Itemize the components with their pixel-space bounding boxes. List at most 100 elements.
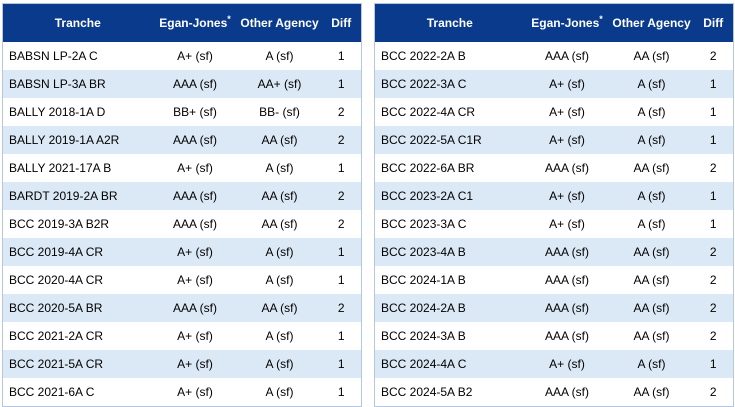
egan-jones-rating-cell: AAA (sf) [524,42,610,70]
other-agency-rating-cell: AA (sf) [609,322,694,350]
header-diff: Diff [693,3,734,42]
other-agency-rating-cell: AA (sf) [609,294,694,322]
table-row: BCC 2020-5A BR AAA (sf) AA (sf) 2 [2,294,362,322]
tranche-cell: BCC 2019-3A B2R [2,210,153,238]
tranche-cell: BCC 2019-4A CR [2,238,153,266]
header-row: Tranche Egan-Jones* Other Agency Diff [374,3,734,42]
tranche-cell: BCC 2022-3A C [374,70,525,98]
diff-cell: 1 [693,126,734,154]
egan-jones-rating-cell: AAA (sf) [524,378,610,407]
other-agency-rating-cell: A (sf) [237,350,322,378]
diff-cell: 2 [321,98,362,126]
other-agency-rating-cell: AA (sf) [609,266,694,294]
egan-jones-rating-cell: A+ (sf) [152,266,238,294]
tranche-cell: BCC 2023-3A C [374,210,525,238]
tranche-cell: BCC 2024-1A B [374,266,525,294]
tranche-cell: BABSN LP-2A C [2,42,153,70]
tranche-cell: BCC 2021-5A CR [2,350,153,378]
other-agency-rating-cell: A (sf) [609,98,694,126]
header-tranche: Tranche [374,3,525,42]
diff-cell: 1 [321,322,362,350]
table-row: BCC 2023-4A B AAA (sf) AA (sf) 2 [374,238,734,266]
table-row: BARDT 2019-2A BR AAA (sf) AA (sf) 2 [2,182,362,210]
diff-cell: 1 [693,350,734,378]
egan-jones-rating-cell: A+ (sf) [152,154,238,182]
table-row: BCC 2023-3A C A+ (sf) A (sf) 1 [374,210,734,238]
diff-cell: 1 [693,182,734,210]
diff-cell: 2 [321,126,362,154]
egan-jones-rating-cell: AAA (sf) [524,238,610,266]
table-row: BALLY 2018-1A D BB+ (sf) BB- (sf) 2 [2,98,362,126]
egan-jones-rating-cell: AAA (sf) [524,266,610,294]
diff-cell: 2 [693,378,734,407]
other-agency-rating-cell: A (sf) [237,42,322,70]
tranche-cell: BCC 2021-6A C [2,378,153,407]
tranche-cell: BALLY 2018-1A D [2,98,153,126]
table-row: BCC 2019-4A CR A+ (sf) A (sf) 1 [2,238,362,266]
tranche-cell: BCC 2024-2A B [374,294,525,322]
tranche-cell: BCC 2023-2A C1 [374,182,525,210]
table-row: BCC 2019-3A B2R AAA (sf) AA (sf) 2 [2,210,362,238]
egan-jones-rating-cell: AAA (sf) [524,294,610,322]
other-agency-rating-cell: A (sf) [609,70,694,98]
diff-cell: 2 [693,294,734,322]
egan-jones-rating-cell: A+ (sf) [152,42,238,70]
egan-jones-rating-cell: A+ (sf) [152,322,238,350]
diff-cell: 2 [693,266,734,294]
table-row: BCC 2024-3A B AAA (sf) AA (sf) 2 [374,322,734,350]
tranche-cell: BCC 2023-4A B [374,238,525,266]
egan-jones-rating-cell: A+ (sf) [524,182,610,210]
header-other-agency: Other Agency [609,3,694,42]
other-agency-rating-cell: AA (sf) [237,182,322,210]
table-row: BABSN LP-3A BR AAA (sf) AA+ (sf) 1 [2,70,362,98]
egan-jones-rating-cell: AAA (sf) [152,294,238,322]
other-agency-rating-cell: AA (sf) [237,126,322,154]
diff-cell: 1 [321,378,362,407]
footnote-marker: * [599,13,603,24]
other-agency-rating-cell: A (sf) [609,210,694,238]
table-body-right: BCC 2022-2A B AAA (sf) AA (sf) 2 BCC 2022-3A… [374,42,734,407]
tranche-cell: BABSN LP-3A BR [2,70,153,98]
table-row: BABSN LP-2A C A+ (sf) A (sf) 1 [2,42,362,70]
other-agency-rating-cell: A (sf) [609,182,694,210]
egan-jones-rating-cell: AAA (sf) [152,182,238,210]
egan-jones-rating-cell: AAA (sf) [524,154,610,182]
table-row: BCC 2024-1A B AAA (sf) AA (sf) 2 [374,266,734,294]
other-agency-rating-cell: A (sf) [237,238,322,266]
table-row: BCC 2021-2A CR A+ (sf) A (sf) 1 [2,322,362,350]
egan-jones-rating-cell: AAA (sf) [152,210,238,238]
table-row: BALLY 2021-17A B A+ (sf) A (sf) 1 [2,154,362,182]
table-row: BCC 2022-2A B AAA (sf) AA (sf) 2 [374,42,734,70]
egan-jones-rating-cell: A+ (sf) [524,126,610,154]
diff-cell: 1 [321,350,362,378]
tranche-cell: BCC 2020-4A CR [2,266,153,294]
egan-jones-rating-cell: AAA (sf) [152,70,238,98]
egan-jones-rating-cell: A+ (sf) [152,378,238,407]
ratings-table-left: Tranche Egan-Jones* Other Agency Diff BA… [2,3,362,407]
diff-cell: 1 [693,98,734,126]
other-agency-rating-cell: A (sf) [609,126,694,154]
egan-jones-rating-cell: AAA (sf) [152,126,238,154]
header-egan-jones-label: Egan-Jones [531,15,600,30]
diff-cell: 2 [693,238,734,266]
table-body-left: BABSN LP-2A C A+ (sf) A (sf) 1 BABSN LP-3A B… [2,42,362,407]
header-egan-jones-label: Egan-Jones [159,15,228,30]
header-tranche: Tranche [2,3,153,42]
egan-jones-rating-cell: BB+ (sf) [152,98,238,126]
other-agency-rating-cell: AA (sf) [609,378,694,407]
tranche-cell: BCC 2022-5A C1R [374,126,525,154]
table-row: BCC 2022-3A C A+ (sf) A (sf) 1 [374,70,734,98]
diff-cell: 1 [321,42,362,70]
egan-jones-rating-cell: A+ (sf) [152,238,238,266]
other-agency-rating-cell: AA (sf) [237,210,322,238]
tranche-cell: BCC 2022-4A CR [374,98,525,126]
tranche-cell: BCC 2022-2A B [374,42,525,70]
diff-cell: 1 [693,210,734,238]
ratings-table-right: Tranche Egan-Jones* Other Agency Diff BC… [374,3,734,407]
other-agency-rating-cell: AA (sf) [609,154,694,182]
header-row: Tranche Egan-Jones* Other Agency Diff [2,3,362,42]
header-egan-jones: Egan-Jones* [152,3,238,42]
other-agency-rating-cell: A (sf) [237,378,322,407]
table-row: BCC 2024-4A C A+ (sf) A (sf) 1 [374,350,734,378]
diff-cell: 1 [321,266,362,294]
